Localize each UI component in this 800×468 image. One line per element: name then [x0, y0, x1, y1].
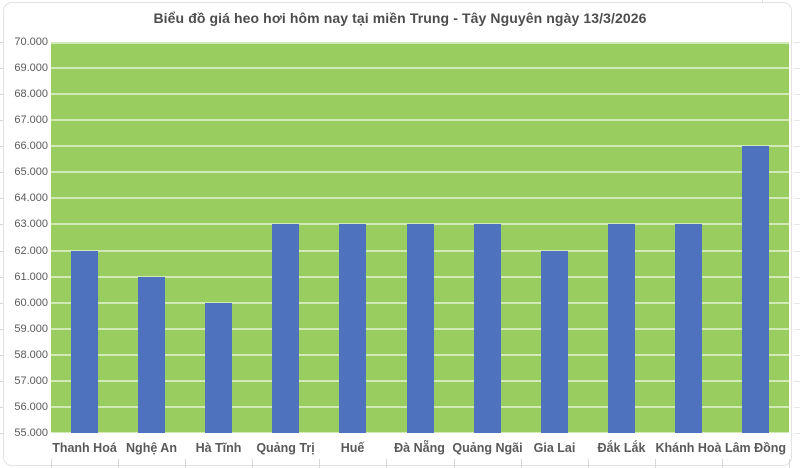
- bar: [339, 224, 366, 433]
- bar: [205, 303, 232, 433]
- worksheet-row-line: [794, 303, 800, 304]
- y-axis-label: 57.000: [14, 374, 48, 387]
- worksheet-row-line: [794, 381, 800, 382]
- category-tick: [521, 459, 522, 468]
- category-tick: [252, 459, 253, 468]
- worksheet-row-line: [794, 251, 800, 252]
- x-axis-label: Đắk Lắk: [597, 441, 646, 455]
- worksheet-row-line: [0, 172, 3, 173]
- gridline: [51, 67, 789, 69]
- worksheet-row-line: [794, 68, 800, 69]
- worksheet-row-line: [794, 94, 800, 95]
- x-axis-label: Quảng Trị: [256, 441, 315, 455]
- bar: [407, 224, 434, 433]
- worksheet-row-line: [794, 329, 800, 330]
- bar: [71, 251, 98, 433]
- worksheet-row-line: [794, 42, 800, 43]
- x-axis-label: Nghệ An: [126, 441, 177, 455]
- worksheet-column-line: [762, 0, 763, 3]
- x-axis-label: Huế: [340, 441, 365, 455]
- gridline: [51, 119, 789, 121]
- y-axis-label: 64.000: [14, 192, 48, 205]
- category-tick: [386, 459, 387, 468]
- x-axis-label: Gia Lai: [533, 441, 576, 455]
- y-axis-label: 62.000: [14, 244, 48, 257]
- category-tick: [51, 459, 52, 468]
- y-axis-label: 63.000: [14, 218, 48, 231]
- x-axis-label: Quảng Ngãi: [452, 441, 523, 455]
- gridline: [51, 42, 789, 44]
- x-axis-label: Khánh Hoà: [655, 441, 722, 455]
- y-axis-label: 59.000: [14, 322, 48, 335]
- worksheet-row-line: [0, 277, 3, 278]
- worksheet-row-line: [794, 146, 800, 147]
- y-axis-label: 56.000: [14, 400, 48, 413]
- x-axis-label: Thanh Hoá: [52, 441, 117, 455]
- worksheet-row-line: [0, 198, 3, 199]
- worksheet-row-line: [0, 146, 3, 147]
- category-tick: [655, 459, 656, 468]
- category-tick: [185, 459, 186, 468]
- worksheet-row-line: [794, 277, 800, 278]
- y-axis-label: 69.000: [14, 62, 48, 75]
- worksheet-row-line: [794, 224, 800, 225]
- y-axis-label: 65.000: [14, 166, 48, 179]
- worksheet-row-line: [794, 355, 800, 356]
- y-axis-label: 67.000: [14, 114, 48, 127]
- category-tick: [319, 459, 320, 468]
- bar: [541, 251, 568, 433]
- y-axis-label: 55.000: [14, 427, 48, 439]
- worksheet-row-line: [794, 120, 800, 121]
- x-axis-label: Lâm Đồng: [724, 441, 787, 455]
- worksheet-row-line: [0, 120, 3, 121]
- y-axis-label: 60.000: [14, 296, 48, 309]
- chart-title: Biểu đồ giá heo hơi hôm nay tại miền Tru…: [153, 10, 647, 26]
- gridline: [51, 145, 789, 147]
- y-axis-label: 58.000: [14, 348, 48, 361]
- category-tick: [454, 459, 455, 468]
- x-axis-label: Đà Nẵng: [394, 441, 445, 455]
- bar: [675, 224, 702, 433]
- bar: [608, 224, 635, 433]
- worksheet-row-line: [0, 381, 3, 382]
- worksheet-row-line: [0, 329, 3, 330]
- worksheet-row-line: [794, 433, 800, 434]
- plot-area: [51, 42, 789, 433]
- category-tick: [118, 459, 119, 468]
- worksheet-row-line: [0, 407, 3, 408]
- category-tick: [789, 459, 790, 468]
- bar: [474, 224, 501, 433]
- worksheet-row-line: [794, 407, 800, 408]
- category-tick: [722, 459, 723, 468]
- gridline: [51, 93, 789, 95]
- worksheet-row-line: [794, 198, 800, 199]
- worksheet-row-line: [0, 355, 3, 356]
- x-axis-label: Hà Tĩnh: [195, 441, 242, 455]
- worksheet-row-line: [0, 224, 3, 225]
- worksheet-row-line: [0, 42, 3, 43]
- worksheet-row-line: [0, 303, 3, 304]
- worksheet-row-line: [0, 68, 3, 69]
- bar: [742, 146, 769, 433]
- bar: [272, 224, 299, 433]
- worksheet-row-line: [0, 94, 3, 95]
- y-axis-label: 61.000: [14, 270, 48, 283]
- y-axis-label: 66.000: [14, 140, 48, 153]
- y-axis-label: 70.000: [14, 36, 48, 48]
- y-axis-label: 68.000: [14, 88, 48, 101]
- worksheet-row-line: [0, 433, 3, 434]
- gridline: [51, 197, 789, 199]
- category-tick: [588, 459, 589, 468]
- worksheet-row-line: [794, 172, 800, 173]
- bar: [138, 277, 165, 433]
- worksheet-row-line: [0, 251, 3, 252]
- gridline: [51, 171, 789, 173]
